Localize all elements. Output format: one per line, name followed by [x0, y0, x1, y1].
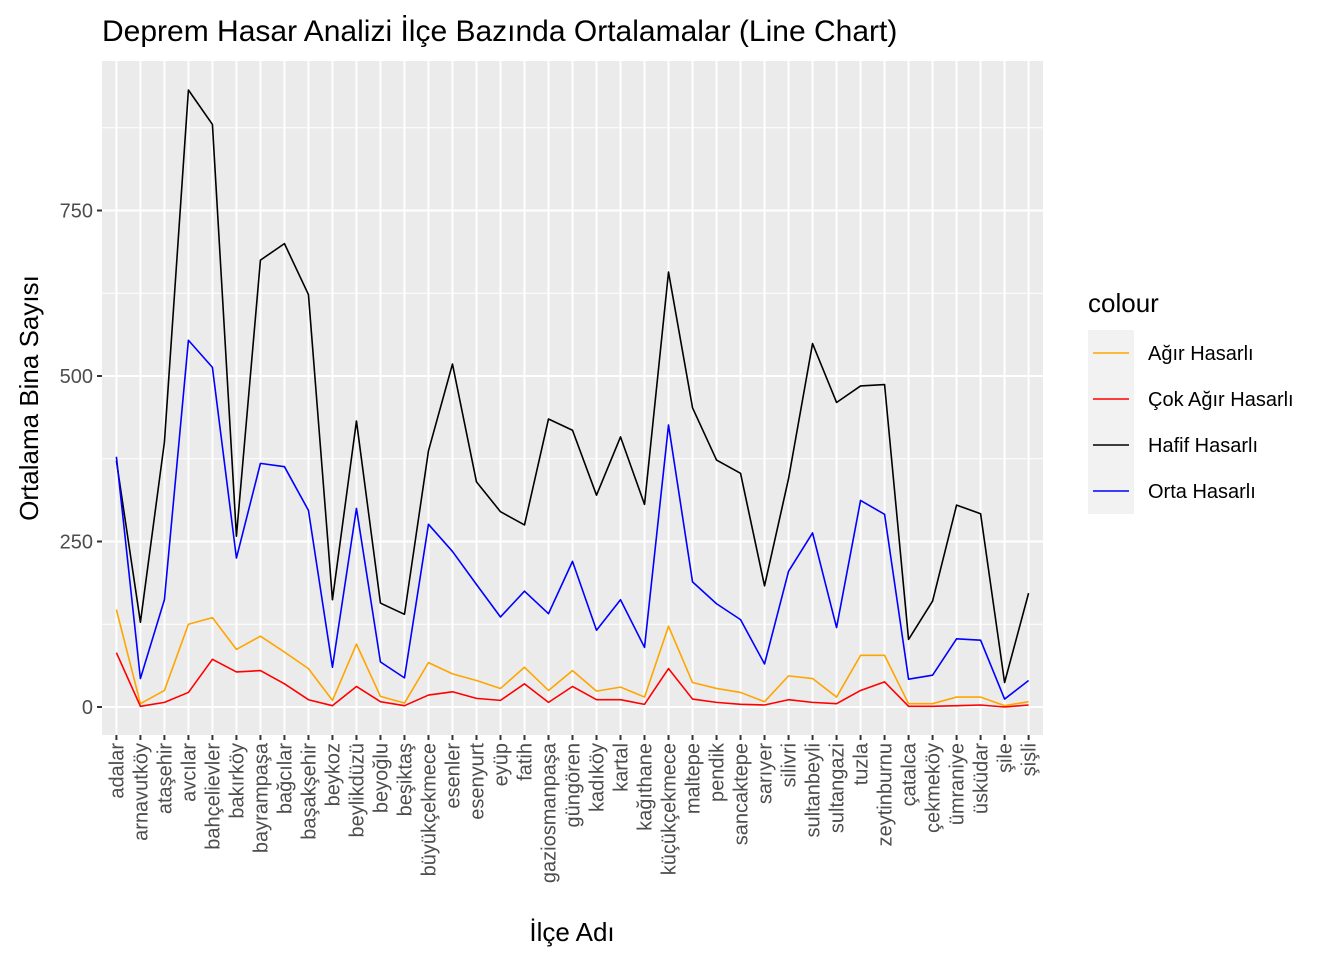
x-tick-label: bağcılar	[274, 743, 296, 814]
series-lines	[115, 89, 1030, 708]
x-tick-label: adalar	[106, 743, 128, 799]
x-tick-label: kağıthane	[635, 743, 657, 831]
x-tick-label: beylikdüzü	[346, 743, 368, 838]
legend-label: Orta Hasarlı	[1148, 481, 1256, 503]
legend-items: Ağır Hasarlı Çok Ağır Hasarlı Hafif Hasarl…	[1088, 330, 1294, 514]
y-tick-label: 500	[60, 366, 93, 388]
x-tick-label: şile	[995, 743, 1017, 773]
x-tick-label: büyükçekmece	[418, 743, 440, 876]
x-tick-label: başakşehir	[298, 743, 320, 840]
y-axis: 0 250 500 750	[60, 201, 102, 719]
y-tick-label: 250	[60, 532, 93, 554]
legend-title: colour	[1088, 288, 1159, 318]
grid-major	[102, 61, 1043, 735]
x-axis-title: İlçe Adı	[529, 917, 614, 947]
x-tick-label: şişli	[1019, 743, 1041, 776]
series-line	[115, 652, 1029, 708]
x-tick-label: sultangazi	[827, 743, 849, 833]
x-tick-label: sarıyer	[755, 743, 777, 804]
x-tick-label: üsküdar	[971, 743, 993, 814]
x-tick-label: ümraniye	[947, 743, 969, 825]
y-tick-label: 750	[60, 201, 93, 223]
x-tick-label: sancaktepe	[731, 743, 753, 845]
x-tick-label: kadıköy	[587, 743, 609, 812]
x-tick-label: gaziosmanpaşa	[538, 742, 560, 883]
x-tick-label: esenyurt	[466, 743, 488, 820]
legend-label: Çok Ağır Hasarlı	[1148, 389, 1294, 411]
x-tick-label: arnavutköy	[130, 743, 152, 841]
x-tick-label: bayrampaşa	[250, 742, 272, 853]
series-line	[115, 609, 1029, 707]
x-tick-label: bakırköy	[226, 743, 248, 819]
x-tick-label: güngören	[563, 743, 585, 828]
x-tick-label: fatih	[514, 743, 536, 781]
x-tick-label: zeytinburnu	[875, 743, 897, 846]
x-tick-label: sultanbeyli	[803, 743, 825, 838]
x-tick-label: silivri	[779, 743, 801, 787]
x-tick-label: beşiktaş	[394, 743, 416, 816]
x-tick-label: küçükçekmece	[659, 743, 681, 875]
y-tick-label: 0	[82, 697, 93, 719]
series-line	[115, 339, 1030, 700]
x-axis: adalar arnavutköy ataşehir avcılar bahçeliev…	[106, 735, 1041, 883]
x-tick-label: eyüp	[490, 743, 512, 786]
x-tick-label: tuzla	[851, 742, 873, 785]
y-axis-title: Ortalama Bina Sayısı	[14, 275, 44, 521]
series-line	[115, 89, 1030, 684]
x-tick-label: çekmeköy	[923, 743, 945, 833]
x-tick-label: beykoz	[322, 743, 344, 806]
x-tick-label: avcılar	[178, 743, 200, 802]
x-tick-label: pendik	[707, 742, 729, 802]
legend-label: Ağır Hasarlı	[1148, 343, 1254, 365]
legend-label: Hafif Hasarlı	[1148, 435, 1258, 457]
x-tick-label: maltepe	[683, 743, 705, 814]
chart-title: Deprem Hasar Analizi İlçe Bazında Ortala…	[102, 15, 897, 48]
x-tick-label: kartal	[611, 743, 633, 792]
x-tick-label: beyoğlu	[370, 743, 392, 813]
x-tick-label: bahçelievler	[202, 743, 224, 850]
x-tick-label: esenler	[442, 743, 464, 809]
x-tick-label: çatalca	[899, 742, 921, 806]
legend: colour Ağır Hasarlı Çok Ağır Hasarlı Hafif…	[1088, 288, 1294, 514]
x-tick-label: ataşehir	[154, 743, 176, 814]
